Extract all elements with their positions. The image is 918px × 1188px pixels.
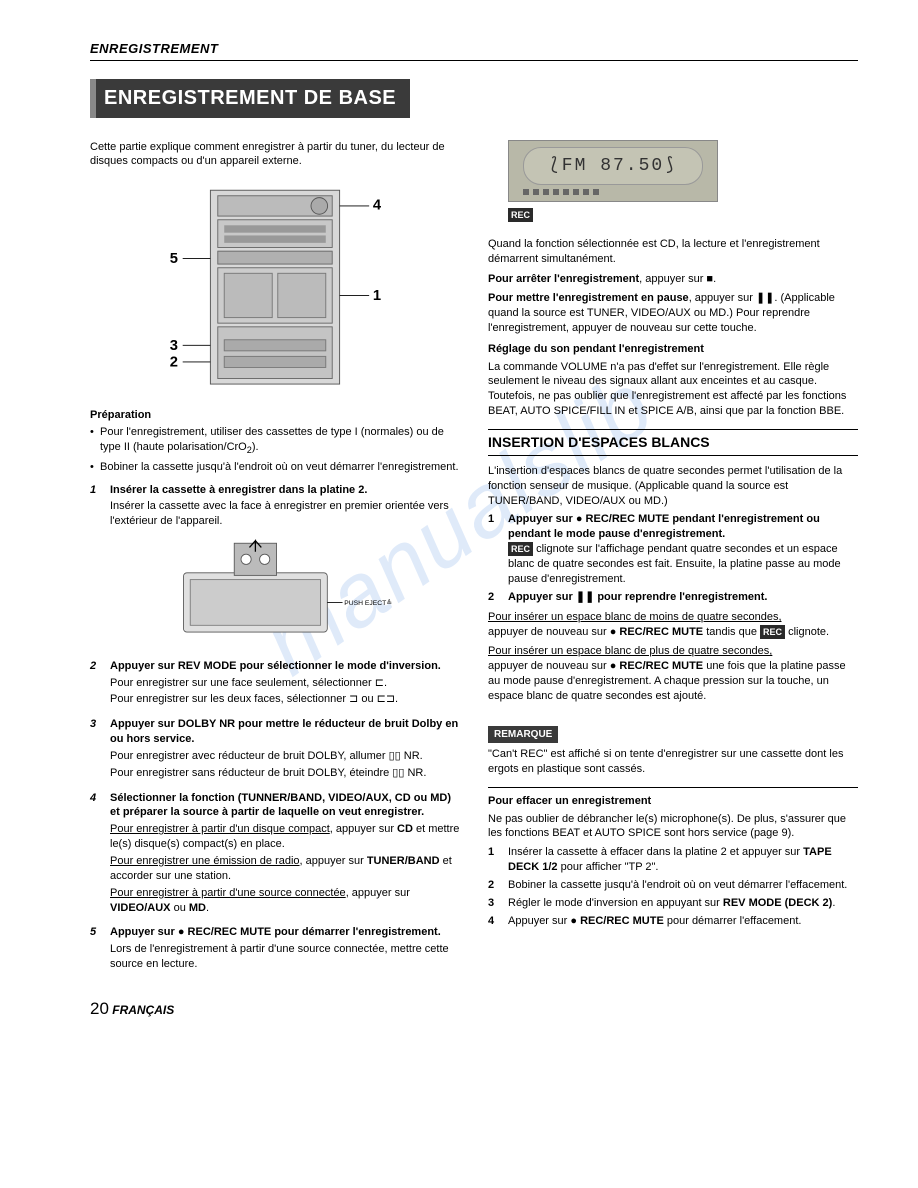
erase-intro: Ne pas oublier de débrancher le(s) micro… <box>488 812 858 842</box>
erase-steps: 1Insérer la cassette à effacer dans la p… <box>488 845 858 928</box>
svg-text:3: 3 <box>170 338 178 354</box>
lcd-indicators <box>523 189 711 195</box>
step-text: Pour enregistrer sur les deux faces, sél… <box>110 692 460 707</box>
title-banner: ENREGISTREMENT DE BASE <box>90 79 410 118</box>
step-text: Pour enregistrer une émission de radio, … <box>110 854 460 884</box>
page-footer: 20 FRANÇAIS <box>90 998 858 1021</box>
erase-heading: Pour effacer un enregistrement <box>488 794 858 809</box>
svg-text:4: 4 <box>373 198 382 214</box>
svg-text:PUSH EJECT≜: PUSH EJECT≜ <box>344 599 392 607</box>
step-number: 1 <box>90 483 102 651</box>
section-header: ENREGISTREMENT <box>90 40 858 61</box>
page-number: 20 <box>90 999 109 1018</box>
step-number: 5 <box>90 925 102 974</box>
cassette-svg: PUSH EJECT≜ <box>175 539 395 641</box>
rec-indicator: REC <box>508 208 533 222</box>
prep-list: Pour l'enregistrement, utiliser des cass… <box>90 425 460 474</box>
prep-item: Bobiner la cassette jusqu'à l'endroit où… <box>90 460 460 475</box>
device-figure: 4 1 5 3 2 <box>90 181 460 393</box>
step-5: 5 Appuyer sur ● REC/REC MUTE pour démarr… <box>90 925 460 974</box>
step-text: Insérer la cassette avec la face à enreg… <box>110 499 460 529</box>
list-item: 4Appuyer sur ● REC/REC MUTE pour démarre… <box>488 914 858 929</box>
prep-item: Pour l'enregistrement, utiliser des cass… <box>90 425 460 456</box>
stereo-svg: 4 1 5 3 2 <box>155 181 395 393</box>
step-number: 2 <box>90 659 102 710</box>
step-title: Appuyer sur DOLBY NR pour mettre le rédu… <box>110 717 460 747</box>
list-item: 3Régler le mode d'inversion en appuyant … <box>488 896 858 911</box>
svg-text:2: 2 <box>170 355 178 371</box>
blanks-steps: 1 Appuyer sur ● REC/REC MUTE pendant l'e… <box>488 512 858 604</box>
reglage-heading: Réglage du son pendant l'enregistrement <box>488 342 858 357</box>
step-number: 3 <box>90 717 102 782</box>
divider <box>488 787 858 788</box>
step-text: Pour enregistrer sur une face seulement,… <box>110 676 460 691</box>
step-title: Sélectionner la fonction (TUNNER/BAND, V… <box>110 791 460 821</box>
blanks-intro: L'insertion d'espaces blancs de quatre s… <box>488 464 858 509</box>
remark-text: "Can't REC" est affiché si on tente d'en… <box>488 747 858 777</box>
step-number: 4 <box>90 791 102 918</box>
less-4s: Pour insérer un espace blanc de moins de… <box>488 610 858 640</box>
step-text: Lors de l'enregistrement à partir d'une … <box>110 942 460 972</box>
remark-chip: REMARQUE <box>488 726 558 744</box>
list-item: 1Insérer la cassette à effacer dans la p… <box>488 845 858 875</box>
preparation-heading: Préparation <box>90 408 460 423</box>
blanks-section-title: INSERTION D'ESPACES BLANCS <box>488 429 858 456</box>
right-intro: Quand la fonction sélectionnée est CD, l… <box>488 237 858 267</box>
step-1: 1 Insérer la cassette à enregistrer dans… <box>90 483 460 651</box>
right-column: ⟅FM 87.50⟆ REC Quand la fonction sélecti… <box>488 140 858 974</box>
step-title: Appuyer sur ● REC/REC MUTE pour démarrer… <box>110 925 460 940</box>
cassette-figure: PUSH EJECT≜ <box>110 539 460 641</box>
step-4: 4 Sélectionner la fonction (TUNNER/BAND,… <box>90 791 460 918</box>
step-text: Pour enregistrer à partir d'un disque co… <box>110 822 460 852</box>
list-item: 1 Appuyer sur ● REC/REC MUTE pendant l'e… <box>488 512 858 586</box>
svg-text:1: 1 <box>373 288 381 304</box>
step-text: Pour enregistrer avec réducteur de bruit… <box>110 749 460 764</box>
left-column: Cette partie explique comment enregistre… <box>90 140 460 974</box>
pause-instruction: Pour mettre l'enregistrement en pause, a… <box>488 291 858 336</box>
lcd-display: ⟅FM 87.50⟆ <box>508 140 718 202</box>
page-language: FRANÇAIS <box>112 1003 174 1017</box>
more-4s: Pour insérer un espace blanc de plus de … <box>488 644 858 703</box>
svg-text:5: 5 <box>170 251 178 267</box>
step-3: 3 Appuyer sur DOLBY NR pour mettre le ré… <box>90 717 460 782</box>
lcd-readout: ⟅FM 87.50⟆ <box>523 147 703 185</box>
step-title: Appuyer sur REV MODE pour sélectionner l… <box>110 659 460 674</box>
step-text: Pour enregistrer à partir d'une source c… <box>110 886 460 916</box>
stop-instruction: Pour arrêter l'enregistrement, appuyer s… <box>488 272 858 287</box>
list-item: 2 Appuyer sur ❚❚ pour reprendre l'enregi… <box>488 590 858 605</box>
left-intro: Cette partie explique comment enregistre… <box>90 140 460 170</box>
step-title: Insérer la cassette à enregistrer dans l… <box>110 483 460 498</box>
step-2: 2 Appuyer sur REV MODE pour sélectionner… <box>90 659 460 710</box>
reglage-text: La commande VOLUME n'a pas d'effet sur l… <box>488 360 858 419</box>
list-item: 2Bobiner la cassette jusqu'à l'endroit o… <box>488 878 858 893</box>
step-text: Pour enregistrer sans réducteur de bruit… <box>110 766 460 781</box>
